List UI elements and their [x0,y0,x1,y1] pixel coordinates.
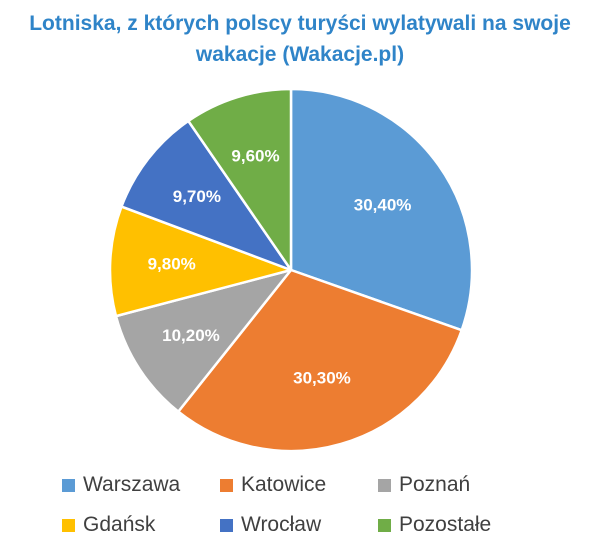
legend-label: Poznań [399,473,471,496]
legend-item-poznan: Poznań [378,472,538,498]
legend-swatch [220,518,233,532]
legend-swatch [220,478,233,492]
legend-label: Gdańsk [83,513,156,536]
data-label-poznan: 10,20% [162,326,220,345]
legend-swatch [378,518,391,532]
data-label-pozostale: 9,60% [231,146,279,165]
pie-slice-katowice [177,268,463,453]
pie-slice-wroclaw [120,119,293,272]
legend-item-gdansk: Gdańsk [62,512,220,538]
pie-slice-warszawa [289,87,474,332]
legend-item-wroclaw: Wrocław [220,512,378,538]
data-label-katowice: 30,30% [293,368,351,387]
legend-label: Wrocław [241,513,322,536]
legend-item-warszawa: Warszawa [62,472,220,498]
legend: Warszawa Katowice Poznań Gdańsk Wrocław Pozos… [62,472,562,538]
legend-label: Warszawa [83,473,181,496]
data-label-gdansk: 9,80% [148,254,196,273]
chart-title-line-2: wakacje (Wakacje.pl) [195,43,405,66]
pie-slice-pozostale [187,87,293,272]
legend-swatch [378,478,391,492]
legend-label: Pozostałe [399,513,492,536]
legend-label: Katowice [241,473,327,496]
data-label-warszawa: 30,40% [354,196,412,215]
legend-item-pozostale: Pozostałe [378,512,538,538]
legend-swatch [62,518,75,532]
chart-title-line-1: Lotniska, z których polscy turyści wylat… [29,12,571,35]
pie-slice-gdansk [108,205,293,318]
data-label-wroclaw: 9,70% [173,187,221,206]
legend-swatch [62,478,75,492]
chart-title: Lotniska, z których polscy turyści wylat… [0,8,600,70]
legend-item-katowice: Katowice [220,472,378,498]
